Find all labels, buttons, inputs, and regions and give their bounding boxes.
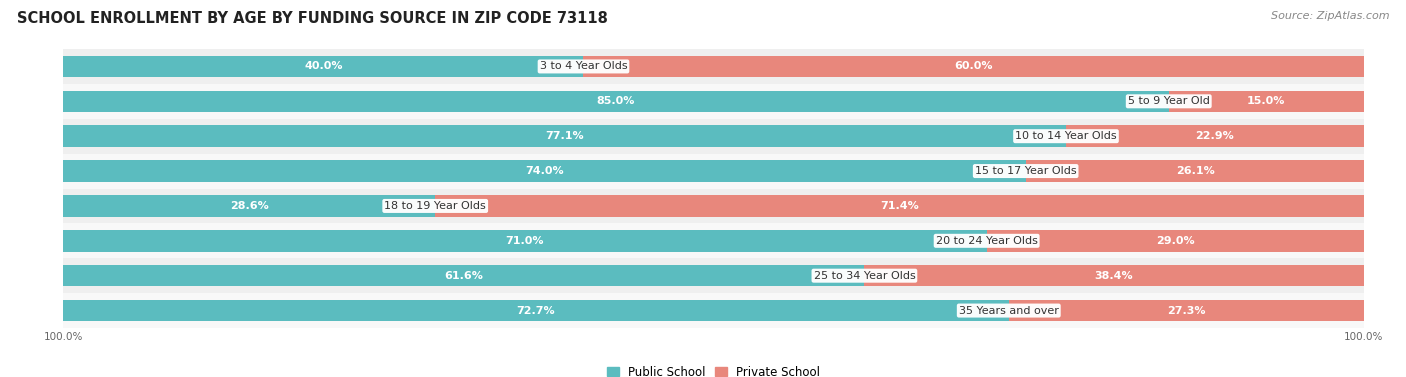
Text: 35 Years and over: 35 Years and over [959,305,1059,316]
Text: 18 to 19 Year Olds: 18 to 19 Year Olds [384,201,486,211]
Text: 77.1%: 77.1% [546,131,583,141]
Bar [1168,90,1364,112]
Text: 15.0%: 15.0% [1247,96,1285,106]
Bar [1025,160,1365,182]
Text: 29.0%: 29.0% [1156,236,1195,246]
Bar [865,265,1364,287]
Text: 71.0%: 71.0% [506,236,544,246]
Text: 71.4%: 71.4% [880,201,920,211]
Text: 3 to 4 Year Olds: 3 to 4 Year Olds [540,61,627,72]
Text: 5 to 9 Year Old: 5 to 9 Year Old [1128,96,1209,106]
Bar [63,258,1364,293]
Text: 61.6%: 61.6% [444,271,484,281]
Text: 60.0%: 60.0% [955,61,993,72]
Bar [63,223,1364,258]
Text: 22.9%: 22.9% [1195,131,1234,141]
Text: 72.7%: 72.7% [517,305,555,316]
Bar [63,195,436,217]
Bar [63,49,1364,84]
Bar [63,188,1364,223]
Text: 38.4%: 38.4% [1095,271,1133,281]
Bar [583,56,1364,77]
Bar [63,90,1168,112]
Bar [63,300,1008,321]
Bar [63,119,1364,154]
Text: SCHOOL ENROLLMENT BY AGE BY FUNDING SOURCE IN ZIP CODE 73118: SCHOOL ENROLLMENT BY AGE BY FUNDING SOUR… [17,11,607,26]
Text: 85.0%: 85.0% [596,96,636,106]
Bar [63,154,1364,188]
Bar [63,84,1364,119]
Bar [63,230,987,251]
Text: 74.0%: 74.0% [526,166,564,176]
Legend: Public School, Private School: Public School, Private School [602,361,825,377]
Bar [63,56,583,77]
Text: 28.6%: 28.6% [229,201,269,211]
Text: 20 to 24 Year Olds: 20 to 24 Year Olds [936,236,1038,246]
Bar [63,265,865,287]
Text: 15 to 17 Year Olds: 15 to 17 Year Olds [974,166,1077,176]
Bar [1008,300,1364,321]
Text: Source: ZipAtlas.com: Source: ZipAtlas.com [1271,11,1389,21]
Bar [987,230,1364,251]
Bar [436,195,1364,217]
Text: 10 to 14 Year Olds: 10 to 14 Year Olds [1015,131,1116,141]
Bar [63,160,1025,182]
Text: 25 to 34 Year Olds: 25 to 34 Year Olds [814,271,915,281]
Text: 27.3%: 27.3% [1167,305,1205,316]
Bar [1066,126,1364,147]
Bar [63,126,1066,147]
Bar [63,293,1364,328]
Text: 40.0%: 40.0% [304,61,343,72]
Text: 26.1%: 26.1% [1175,166,1215,176]
